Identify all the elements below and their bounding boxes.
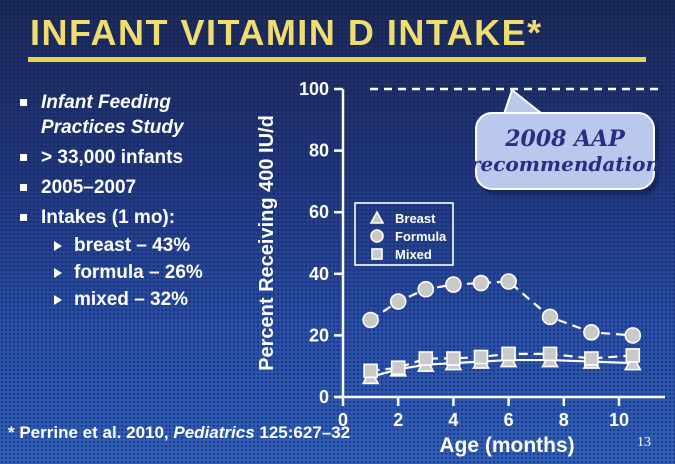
svg-text:10: 10 <box>609 410 629 430</box>
arrow-bullet-icon <box>54 295 62 305</box>
svg-text:Age (months): Age (months) <box>439 434 574 457</box>
svg-text:6: 6 <box>504 410 514 430</box>
square-bullet-icon <box>20 99 27 106</box>
svg-text:20: 20 <box>309 325 329 345</box>
list-item: > 33,000 infants <box>14 145 274 170</box>
svg-text:Percent Receiving 400 IU/d: Percent Receiving 400 IU/d <box>256 115 278 371</box>
svg-text:0: 0 <box>338 410 348 430</box>
bullet-text-infants: > 33,000 infants <box>41 147 184 168</box>
svg-text:100: 100 <box>299 79 329 99</box>
bullet-text-study: Infant Feeding Practices Study <box>41 92 184 138</box>
citation-suffix: 125:627–32 <box>254 423 351 442</box>
square-bullet-icon <box>20 184 27 191</box>
sub-bullet-mixed: mixed – 32% <box>74 289 189 310</box>
svg-text:Mixed: Mixed <box>395 247 432 262</box>
svg-text:4: 4 <box>448 410 458 430</box>
svg-text:60: 60 <box>309 202 329 222</box>
citation: * Perrine et al. 2010, Pediatrics 125:62… <box>8 423 350 443</box>
line-chart-svg: 0 20 40 60 80 100 0 2 4 6 8 10 Percent Receiving 400… <box>256 79 665 457</box>
citation-prefix: * Perrine et al. 2010, <box>8 423 174 442</box>
aap-recommendation-callout: 2008 AAP recommendation <box>470 112 660 190</box>
chart: 0 20 40 60 80 100 0 2 4 6 8 10 Percent Receiving 400… <box>255 75 675 464</box>
svg-text:2: 2 <box>393 410 403 430</box>
page-number: 13 <box>637 435 651 450</box>
svg-text:Formula: Formula <box>395 229 447 244</box>
callout-line2: recommendation <box>469 152 661 176</box>
svg-text:40: 40 <box>309 264 329 284</box>
square-bullet-icon <box>20 214 27 221</box>
list-item: formula – 26% <box>54 262 274 284</box>
list-item: mixed – 32% <box>54 289 274 311</box>
list-item: 2005–2007 <box>14 175 274 200</box>
svg-text:Breast: Breast <box>395 211 436 226</box>
callout-line1: 2008 AAP <box>505 126 625 152</box>
arrow-bullet-icon <box>54 241 62 251</box>
citation-journal: Pediatrics <box>173 423 255 442</box>
sub-bullet-breast: breast – 43% <box>74 235 191 256</box>
square-bullet-icon <box>20 154 27 161</box>
title-underline <box>28 57 646 62</box>
svg-text:8: 8 <box>559 410 569 430</box>
list-item: Infant Feeding Practices Study <box>14 90 274 140</box>
svg-text:80: 80 <box>309 141 329 161</box>
arrow-bullet-icon <box>54 268 62 278</box>
list-item: Intakes (1 mo): <box>14 205 274 230</box>
page-title: INFANT VITAMIN D INTAKE* <box>30 12 543 53</box>
list-item: breast – 43% <box>54 235 274 257</box>
bullet-text-intakes: Intakes (1 mo): <box>41 207 176 228</box>
svg-text:0: 0 <box>319 387 329 407</box>
sub-bullet-formula: formula – 26% <box>74 262 203 283</box>
bullet-text-years: 2005–2007 <box>41 177 137 198</box>
bullet-list: Infant Feeding Practices Study > 33,000 … <box>14 90 274 316</box>
